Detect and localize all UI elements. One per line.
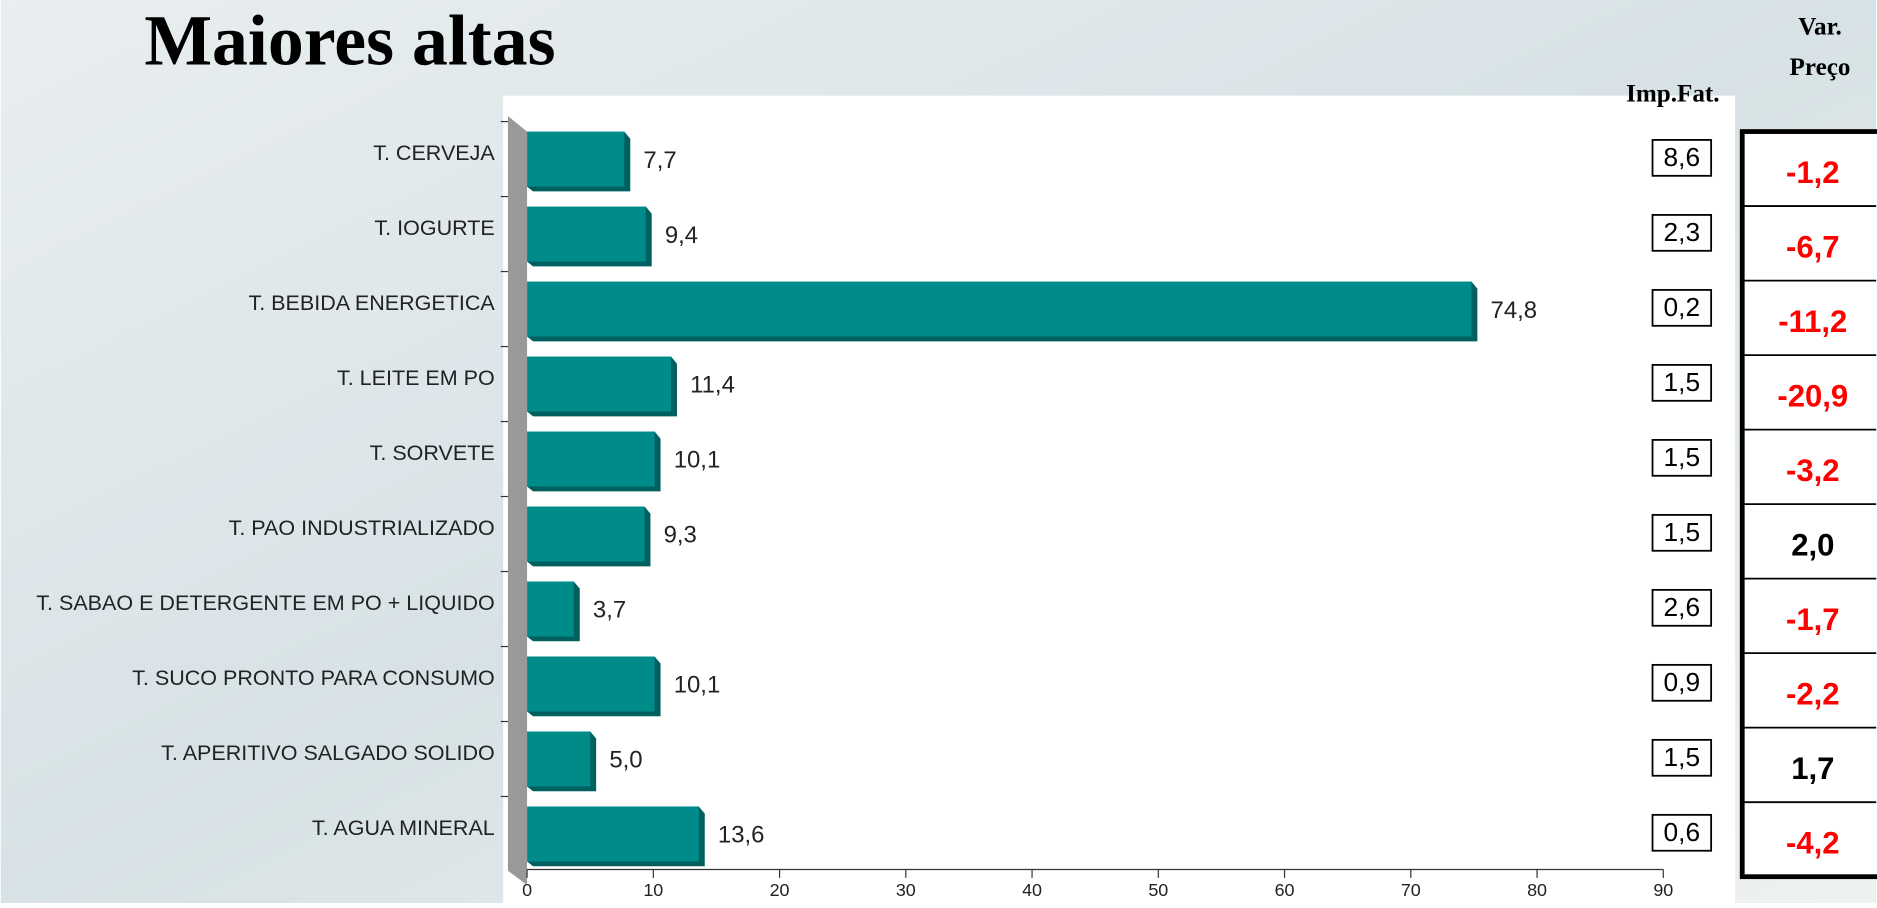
value-label: 13,6 <box>718 822 765 849</box>
imp-box <box>1651 663 1713 702</box>
imp-value: 1,5 <box>1664 742 1701 772</box>
imp-value: 1,5 <box>1664 367 1701 397</box>
var-value: -6,7 <box>1786 230 1840 265</box>
plot-area <box>503 95 1736 903</box>
var-value: 1,7 <box>1791 751 1834 786</box>
value-label: 7,7 <box>643 147 676 174</box>
imp-box <box>1651 139 1713 177</box>
var-value: -11,2 <box>1778 304 1847 339</box>
imp-box <box>1651 738 1713 777</box>
value-label: 9,3 <box>664 522 697 549</box>
bar <box>527 656 655 712</box>
x-tick-label: 40 <box>1022 880 1042 900</box>
y-tick-label: T. PAO INDUSTRIALIZADO <box>229 516 495 540</box>
bar <box>527 506 645 562</box>
y-tick-label: T. LEITE EM PO <box>337 366 495 390</box>
imp-value: 2,3 <box>1664 217 1701 247</box>
var-header: Preço <box>1790 54 1851 81</box>
imp-box <box>1651 513 1713 552</box>
imp-value: 8,6 <box>1664 142 1701 172</box>
value-label: 5,0 <box>609 747 642 774</box>
var-value: -20,9 <box>1777 379 1848 414</box>
x-tick-label: 50 <box>1148 880 1168 900</box>
imp-value: 0,9 <box>1664 667 1701 697</box>
y-tick-label: T. CERVEJA <box>373 141 495 165</box>
var-header: Var. <box>1798 13 1842 40</box>
var-value: -3,2 <box>1786 453 1840 488</box>
y-tick-label: T. SORVETE <box>370 441 495 465</box>
imp-value: 0,6 <box>1664 817 1701 847</box>
x-tick-label: 30 <box>896 880 916 900</box>
value-label: 9,4 <box>665 222 698 249</box>
value-label: 74,8 <box>1491 297 1538 324</box>
imp-header: Imp.Fat. <box>1626 80 1719 107</box>
imp-box <box>1651 214 1713 252</box>
x-tick-label: 10 <box>643 880 663 900</box>
y-tick-label: T. BEBIDA ENERGETICA <box>248 291 495 315</box>
bar <box>527 206 646 262</box>
y-tick-label: T. IOGURTE <box>374 216 494 240</box>
y-tick-label: T. AGUA MINERAL <box>312 816 495 840</box>
x-tick-label: 90 <box>1653 880 1673 900</box>
value-label: 11,4 <box>690 372 735 399</box>
y-tick-label: T. SABAO E DETERGENTE EM PO + LIQUIDO <box>36 591 495 615</box>
imp-box <box>1651 289 1713 327</box>
bar <box>527 131 625 187</box>
bar <box>527 431 655 487</box>
var-value: -2,2 <box>1786 677 1840 712</box>
bar <box>527 281 1472 337</box>
value-label: 3,7 <box>593 597 626 624</box>
x-tick-label: 60 <box>1275 880 1295 900</box>
x-tick-label: 0 <box>522 880 532 900</box>
imp-box <box>1651 439 1713 477</box>
imp-box <box>1651 364 1713 402</box>
x-tick-label: 20 <box>770 880 790 900</box>
axis-wall <box>507 116 528 886</box>
chart-title: Maiores altas <box>144 0 555 80</box>
y-tick-label: T. SUCO PRONTO PARA CONSUMO <box>132 666 495 690</box>
imp-value: 1,5 <box>1664 442 1701 472</box>
var-value: -4,2 <box>1786 826 1840 861</box>
value-label: 10,1 <box>674 447 721 474</box>
x-tick-label: 70 <box>1401 880 1421 900</box>
imp-box <box>1651 588 1713 627</box>
value-label: 10,1 <box>674 672 721 699</box>
bar <box>527 806 699 862</box>
var-value: -1,2 <box>1786 155 1840 190</box>
bar <box>527 581 574 637</box>
imp-box <box>1651 813 1713 852</box>
y-tick-label: T. APERITIVO SALGADO SOLIDO <box>161 741 495 765</box>
imp-value: 1,5 <box>1664 517 1701 547</box>
var-value: 2,0 <box>1791 528 1834 563</box>
x-tick-label: 80 <box>1527 880 1547 900</box>
bar <box>527 356 671 412</box>
imp-value: 2,6 <box>1664 592 1701 622</box>
imp-value: 0,2 <box>1664 292 1701 322</box>
bar <box>527 731 591 787</box>
var-value: -1,7 <box>1786 602 1840 637</box>
